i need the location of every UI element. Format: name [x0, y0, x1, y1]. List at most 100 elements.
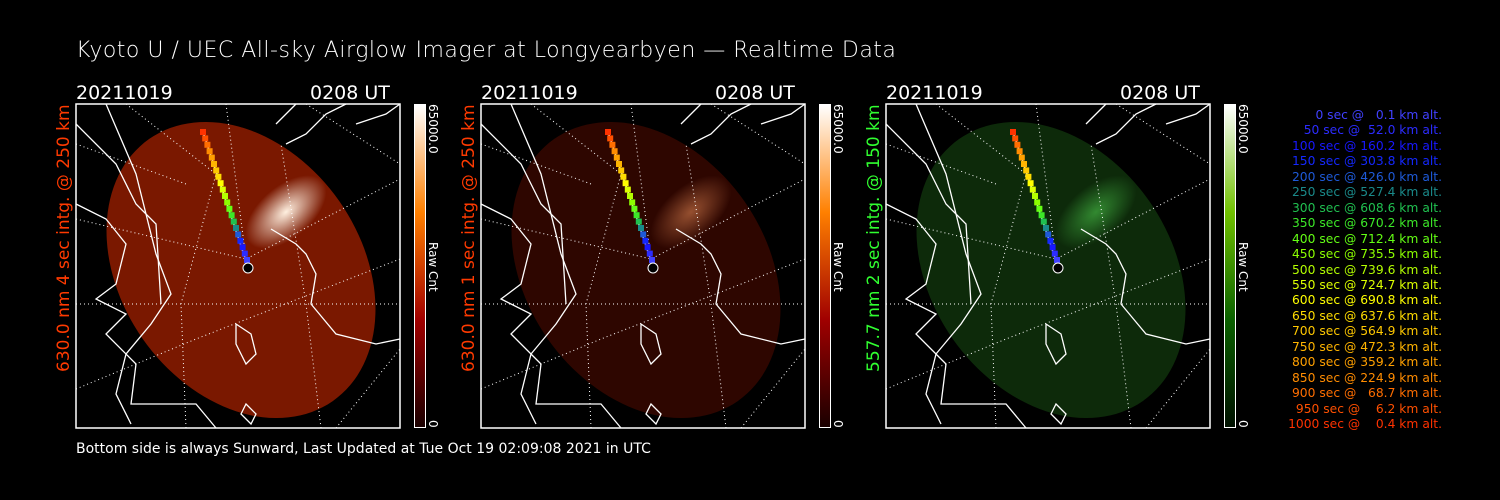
trajectory-point — [1043, 225, 1049, 231]
trajectory-point — [627, 193, 633, 199]
sky-field — [511, 121, 781, 419]
trajectory-point — [244, 257, 250, 263]
trajectory-point — [644, 244, 651, 251]
colorbar — [819, 104, 831, 428]
trajectory-point — [1051, 250, 1058, 257]
panel-time: 0208 UT — [1120, 82, 1200, 104]
legend-entry: 400 sec @ 712.4 km alt. — [1291, 231, 1442, 246]
wavelength-label: 557.7 nm 2 sec intg. @ 150 km — [864, 104, 884, 372]
colorbar — [414, 104, 426, 428]
page-title: Kyoto U / UEC All-sky Airglow Imager at … — [76, 38, 897, 63]
trajectory-point — [1045, 231, 1052, 238]
trajectory-point — [1040, 218, 1047, 225]
trajectory-point — [1016, 148, 1023, 155]
trajectory-point — [642, 237, 649, 244]
trajectory-point — [230, 218, 237, 225]
panel-time: 0208 UT — [715, 82, 795, 104]
trajectory-point — [633, 212, 640, 219]
trajectory-point — [1012, 135, 1019, 142]
geo-grid — [75, 103, 401, 429]
trajectory-point — [611, 148, 618, 155]
trajectory-point — [609, 141, 616, 148]
trajectory-point — [613, 154, 620, 161]
trajectory-point — [1049, 244, 1056, 251]
legend-entry: 450 sec @ 735.5 km alt. — [1291, 247, 1442, 262]
trajectory-point — [618, 167, 625, 174]
trajectory-point — [208, 154, 215, 161]
colorbar-min: 0 — [1236, 420, 1250, 428]
trajectory-point — [224, 199, 231, 206]
trajectory-point — [217, 180, 224, 187]
colorbar-title: Raw Cnt — [1236, 242, 1250, 292]
trajectory-point — [1025, 173, 1032, 180]
panel-date: 20211019 — [76, 82, 173, 104]
rocket-trajectory — [1010, 129, 1064, 274]
trajectory-point — [1021, 161, 1027, 167]
allsky-image — [480, 103, 806, 429]
image-frame — [75, 103, 401, 429]
trajectory-point — [640, 231, 647, 238]
colorbar-min: 0 — [426, 420, 440, 428]
trajectory-point — [228, 212, 235, 219]
trajectory-point — [222, 193, 228, 199]
coastlines — [885, 103, 1211, 429]
trajectory-point — [622, 180, 629, 187]
trajectory-point — [629, 199, 636, 206]
trajectory-point — [204, 141, 211, 148]
trajectory-point — [235, 231, 242, 238]
trajectory-point — [1018, 154, 1025, 161]
legend-entry: 850 sec @ 224.9 km alt. — [1291, 370, 1442, 385]
trajectory-point — [200, 129, 206, 135]
legend-entry: 350 sec @ 670.2 km alt. — [1291, 216, 1442, 231]
trajectory-point — [616, 161, 622, 167]
trajectory-point — [211, 161, 217, 167]
coastlines — [480, 103, 806, 429]
trajectory-point — [1027, 180, 1034, 187]
panel-date: 20211019 — [481, 82, 578, 104]
legend-entry: 900 sec @ 68.7 km alt. — [1291, 386, 1442, 401]
allsky-image — [75, 103, 401, 429]
wavelength-label: 630.0 nm 1 sec intg. @ 250 km — [459, 104, 479, 372]
legend-entry: 500 sec @ 739.6 km alt. — [1291, 262, 1442, 277]
colorbar-max: 65000.0 — [426, 104, 440, 154]
colorbar-min: 0 — [831, 420, 845, 428]
trajectory-point — [1029, 186, 1036, 193]
trajectory-point — [646, 250, 653, 257]
colorbar-max: 65000.0 — [1236, 104, 1250, 154]
trajectory-point — [1036, 205, 1043, 212]
geo-grid — [480, 103, 806, 429]
trajectory-point — [1032, 193, 1038, 199]
trajectory-point — [605, 129, 611, 135]
aurora-emission — [245, 175, 327, 249]
trajectory-point — [607, 135, 614, 142]
legend-entry: 50 sec @ 52.0 km alt. — [1303, 123, 1442, 138]
trajectory-point — [215, 173, 222, 180]
trajectory-point — [239, 244, 246, 251]
colorbar-title: Raw Cnt — [426, 242, 440, 292]
legend-entry: 950 sec @ 6.2 km alt. — [1295, 401, 1442, 416]
colorbar — [1224, 104, 1236, 428]
station-marker — [1052, 262, 1064, 274]
trajectory-point — [219, 186, 226, 193]
trajectory-point — [649, 257, 655, 263]
legend-entry: 150 sec @ 303.8 km alt. — [1291, 154, 1442, 169]
colorbar-max: 65000.0 — [831, 104, 845, 154]
sky-field — [916, 121, 1186, 419]
coastlines — [75, 103, 401, 429]
legend-entry: 300 sec @ 608.6 km alt. — [1291, 200, 1442, 215]
trajectory-point — [638, 225, 644, 231]
trajectory-point — [1054, 257, 1060, 263]
geo-grid — [885, 103, 1211, 429]
trajectory-point — [206, 148, 213, 155]
footer-status: Bottom side is always Sunward, Last Upda… — [76, 441, 651, 457]
legend-entry: 650 sec @ 637.6 km alt. — [1291, 308, 1442, 323]
trajectory-point — [202, 135, 209, 142]
station-marker — [647, 262, 659, 274]
trajectory-point — [635, 218, 642, 225]
trajectory-point — [213, 167, 220, 174]
trajectory-point — [624, 186, 631, 193]
legend-entry: 100 sec @ 160.2 km alt. — [1291, 138, 1442, 153]
legend-entry: 550 sec @ 724.7 km alt. — [1291, 277, 1442, 292]
trajectory-point — [1047, 237, 1054, 244]
colorbar-title: Raw Cnt — [831, 242, 845, 292]
